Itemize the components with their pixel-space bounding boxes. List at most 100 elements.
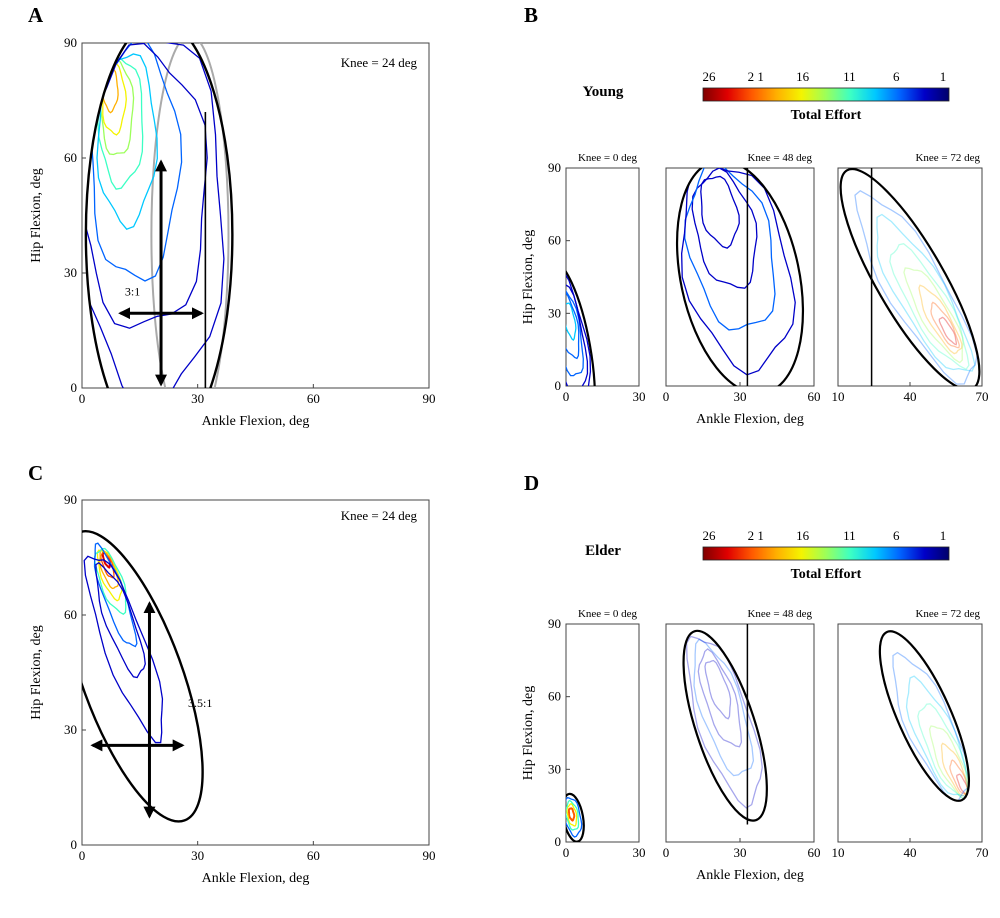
contour-line bbox=[917, 703, 969, 801]
contour-clip-group bbox=[681, 168, 796, 376]
colorbar-tick-label: 16 bbox=[796, 69, 810, 84]
y-axis-label: Hip Flexion, deg bbox=[29, 168, 44, 263]
ellipse-outline-group bbox=[150, 43, 230, 388]
y-tick-label: 90 bbox=[64, 492, 77, 507]
contour-line bbox=[928, 725, 969, 800]
ellipse-outline bbox=[84, 43, 234, 388]
contour-line bbox=[93, 542, 138, 648]
knee-annotation: Knee = 24 deg bbox=[341, 55, 418, 70]
contour-group bbox=[685, 635, 763, 809]
contour-line bbox=[93, 547, 127, 616]
contour-line bbox=[99, 57, 135, 156]
y-tick-label: 90 bbox=[64, 35, 77, 50]
x-tick-label: 30 bbox=[633, 845, 646, 860]
contour-clip-group bbox=[83, 542, 164, 744]
contour-line bbox=[566, 302, 577, 341]
panel-letter-c: C bbox=[28, 461, 43, 485]
x-tick-label: 0 bbox=[79, 391, 86, 406]
contour-line bbox=[876, 213, 976, 372]
ellipse-outline bbox=[566, 792, 585, 842]
plot-frame bbox=[81, 499, 430, 846]
y-tick-label: 30 bbox=[548, 305, 561, 320]
contour-line bbox=[99, 548, 120, 590]
contour-group bbox=[854, 189, 978, 385]
ellipse-outline bbox=[150, 43, 230, 388]
x-tick-label: 10 bbox=[832, 845, 845, 860]
ellipse-outline bbox=[566, 257, 596, 386]
colorbar-tick-label: 6 bbox=[893, 69, 900, 84]
ellipse-outline-group bbox=[566, 257, 596, 386]
contour-line bbox=[85, 43, 208, 329]
contour-clip-group bbox=[854, 189, 978, 385]
x-tick-label: 0 bbox=[663, 845, 670, 860]
contour-line bbox=[903, 267, 964, 364]
x-tick-label: 60 bbox=[808, 389, 821, 404]
x-tick-label: 40 bbox=[904, 845, 917, 860]
x-tick-label: 90 bbox=[423, 391, 436, 406]
x-tick-label: 30 bbox=[734, 845, 747, 860]
subplot-title: Knee = 72 deg bbox=[915, 152, 980, 164]
y-tick-label: 0 bbox=[555, 378, 562, 393]
contour-line bbox=[681, 168, 796, 376]
subplot-title: Knee = 0 deg bbox=[578, 608, 638, 620]
x-tick-label: 70 bbox=[976, 389, 989, 404]
contour-line bbox=[693, 638, 755, 777]
ellipse-outline-group bbox=[675, 168, 805, 386]
x-axis-label: Ankle Flexion, deg bbox=[696, 412, 804, 427]
x-axis-label: Ankle Flexion, deg bbox=[202, 414, 310, 429]
colorbar-tick-label: 11 bbox=[843, 528, 856, 543]
group-label: Young bbox=[583, 84, 624, 100]
y-tick-label: 60 bbox=[64, 607, 77, 622]
ellipse-outline bbox=[878, 630, 971, 802]
panel-letter-b: B bbox=[524, 3, 538, 27]
colorbar bbox=[702, 87, 950, 102]
x-tick-label: 70 bbox=[976, 845, 989, 860]
x-axis-label: Ankle Flexion, deg bbox=[696, 868, 804, 883]
contour-line bbox=[85, 43, 225, 388]
contour-line bbox=[918, 284, 963, 355]
contour-line bbox=[691, 168, 758, 289]
contour-line bbox=[566, 803, 578, 827]
subplot-title: Knee = 48 deg bbox=[747, 152, 812, 164]
y-tick-label: 30 bbox=[548, 761, 561, 776]
x-tick-label: 0 bbox=[79, 848, 86, 863]
contour-line bbox=[96, 549, 123, 602]
contour-clip-group bbox=[566, 269, 592, 386]
plot-frame bbox=[837, 167, 983, 387]
contour-clip-group bbox=[685, 635, 763, 809]
x-tick-label: 30 bbox=[734, 389, 747, 404]
y-tick-label: 60 bbox=[64, 150, 77, 165]
x-tick-label: 10 bbox=[832, 389, 845, 404]
subplot-title: Knee = 0 deg bbox=[578, 152, 638, 164]
contour-line bbox=[83, 555, 164, 744]
x-tick-label: 0 bbox=[563, 845, 570, 860]
x-tick-label: 90 bbox=[423, 848, 436, 863]
contour-line bbox=[566, 282, 584, 377]
panel-letter-d: D bbox=[524, 471, 539, 495]
colorbar-title: Total Effort bbox=[791, 567, 862, 582]
contour-line bbox=[685, 635, 763, 809]
x-tick-label: 60 bbox=[307, 391, 320, 406]
contour-line bbox=[704, 659, 732, 720]
plot-frame bbox=[665, 167, 815, 387]
colorbar-tick-label: 1 bbox=[940, 528, 947, 543]
colorbar-tick-label: 26 bbox=[703, 69, 717, 84]
x-tick-label: 30 bbox=[191, 848, 204, 863]
x-tick-label: 0 bbox=[663, 389, 670, 404]
subplot-title: Knee = 72 deg bbox=[915, 608, 980, 620]
contour-line bbox=[567, 807, 576, 822]
contour-line bbox=[684, 168, 776, 331]
y-axis-label: Hip Flexion, deg bbox=[521, 230, 536, 325]
plot-frame bbox=[565, 623, 640, 843]
contour-line bbox=[90, 43, 183, 282]
plot-frame bbox=[565, 167, 640, 387]
contour-line bbox=[566, 796, 583, 838]
contour-group bbox=[681, 168, 796, 376]
y-tick-label: 30 bbox=[64, 722, 77, 737]
ellipse-outline bbox=[839, 168, 981, 386]
contour-line bbox=[566, 799, 580, 831]
colorbar-tick-label: 11 bbox=[843, 69, 856, 84]
ellipse-outline bbox=[82, 530, 204, 823]
y-tick-label: 0 bbox=[555, 834, 562, 849]
contour-group bbox=[566, 269, 592, 386]
